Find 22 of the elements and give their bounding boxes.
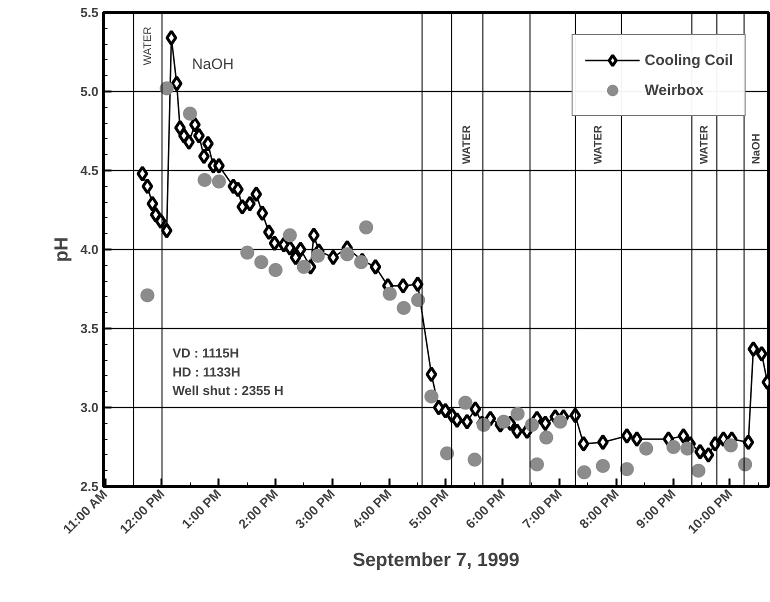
y-tick-label: 3.5 [80,321,99,336]
ref-line-label: WATER [592,125,604,164]
y-tick-label: 5.5 [80,5,99,20]
x-tick-label: 7:00 PM [519,486,565,532]
ref-line-label: NaOH [192,56,234,74]
ref-line-label: NaOH [750,134,762,164]
y-tick-label: 2.5 [80,479,99,494]
annotation: VD : 1115H HD : 1133H Well shut : 2355 H [172,346,284,398]
legend-label: Weirbox [644,82,704,98]
ref-line-label: WATER [698,125,710,164]
y-tick-label: 4.5 [80,163,99,178]
x-axis-title: September 7, 1999 [352,550,520,571]
legend-label: Cooling Coil [644,52,733,68]
y-tick-label: 3.0 [80,400,99,415]
x-tick-label: 4:00 PM [349,486,394,532]
ref-line-label: WATER [461,125,474,164]
x-tick-label: 9:00 PM [633,486,678,532]
y-tick-label: 4.0 [80,242,99,257]
y-tick-label: 5.0 [80,84,99,99]
ref-line-label: WATER [142,26,154,66]
y-axis-title: pH [51,236,72,262]
x-tick-label: 6:00 PM [462,486,508,532]
